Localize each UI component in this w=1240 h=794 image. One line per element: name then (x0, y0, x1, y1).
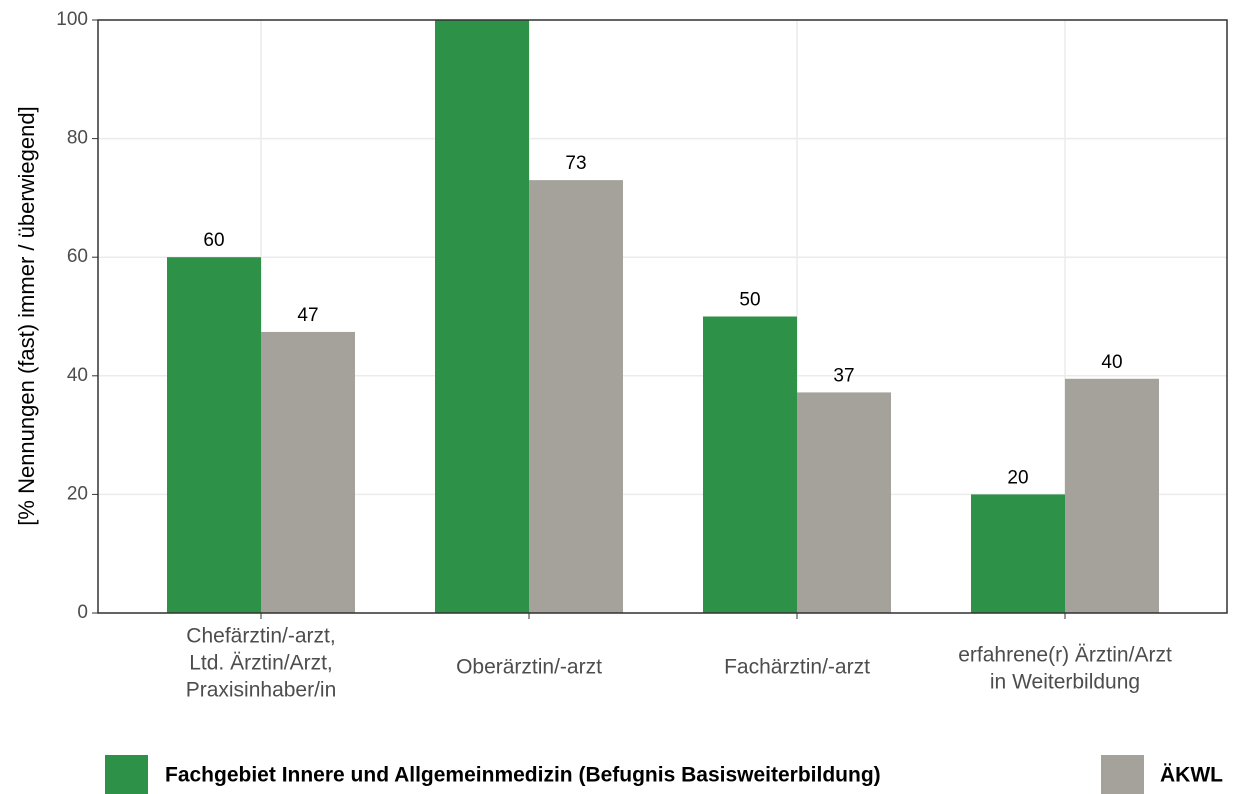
y-axis-title: [% Nennungen (fast) immer / überwiegend] (14, 106, 39, 525)
legend-label: Fachgebiet Innere und Allgemeinmedizin (… (165, 764, 881, 787)
bar (529, 180, 623, 614)
y-tick-label: 40 (67, 365, 88, 386)
bar (1065, 378, 1159, 613)
data-label: 73 (565, 153, 586, 174)
data-label: 47 (297, 305, 318, 326)
y-tick-label: 20 (67, 483, 88, 504)
legend-label: ÄKWL (1160, 764, 1223, 787)
y-tick-label: 80 (67, 128, 88, 149)
y-tick-label: 60 (67, 246, 88, 267)
x-tick-label: in Weiterbildung (990, 671, 1140, 694)
data-label: 20 (1007, 467, 1028, 488)
bar (971, 494, 1065, 613)
x-tick-label: erfahrene(r) Ärztin/Arzt (958, 644, 1172, 667)
x-tick-label: Ltd. Ärztin/Arzt, (189, 652, 333, 675)
plot-border (97, 19, 1228, 614)
data-label: 40 (1101, 352, 1122, 373)
x-tick-label: Chefärztin/-arzt, (186, 625, 335, 648)
legend-swatch (1101, 755, 1144, 794)
x-tick-label: Oberärztin/-arzt (456, 656, 602, 679)
y-tick-label: 0 (77, 602, 88, 623)
legend-swatch (105, 755, 148, 794)
data-label: 60 (203, 230, 224, 251)
bar (261, 331, 355, 613)
bar (167, 257, 261, 613)
data-label: 50 (739, 290, 760, 311)
x-tick-label: Praxisinhaber/in (186, 679, 337, 702)
bar (703, 316, 797, 613)
x-tick-label: Fachärztin/-arzt (724, 656, 870, 679)
bar (797, 392, 891, 613)
y-tick-label: 100 (56, 9, 88, 30)
bar (435, 20, 529, 613)
data-label: 37 (833, 365, 854, 386)
